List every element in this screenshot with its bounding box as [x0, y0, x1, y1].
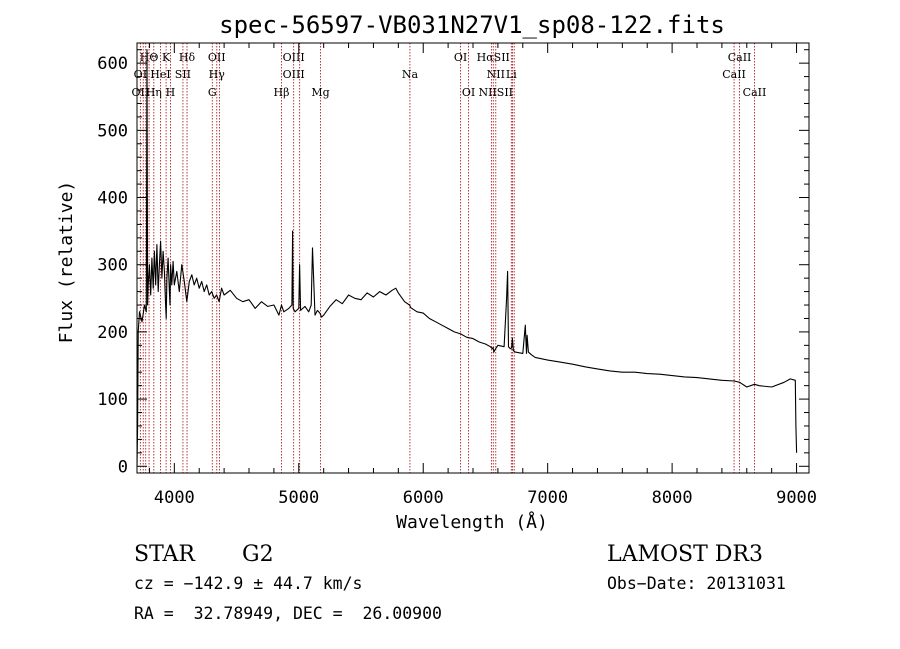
spectral-line-label: SII — [175, 68, 191, 81]
x-tick-label: 7000 — [527, 488, 568, 508]
spectral-line-label: Mg — [311, 86, 329, 99]
x-tick-label: 4000 — [154, 488, 195, 508]
x-tick-label: 5000 — [278, 488, 319, 508]
spectral-line-label: HαSII — [477, 51, 510, 64]
spectral-line-label: HΘ — [140, 51, 159, 64]
object-class: STAR — [134, 542, 196, 567]
spectral-line-label: Li — [506, 68, 517, 81]
y-axis-label: Flux (relative) — [56, 181, 77, 344]
y-tick-label: 200 — [97, 323, 128, 343]
spectral-line-label: Hη — [146, 86, 162, 99]
spectral-line-label: OII — [132, 86, 150, 99]
obs-date: Obs−Date: 20131031 — [607, 574, 786, 593]
x-axis: 4000 5000 6000 7000 8000 9000 — [148, 43, 817, 508]
spectral-line-label: NIISII — [478, 86, 513, 99]
y-tick-label: 100 — [97, 390, 128, 410]
coordinates: RA = 32.78949, DEC = 26.00900 — [134, 604, 442, 623]
spectral-line-label: H — [166, 86, 176, 99]
x-tick-label: 9000 — [776, 488, 817, 508]
spectral-line-label: OI — [462, 86, 475, 99]
spectral-line-label: HeI — [150, 68, 170, 81]
redshift-value: cz = −142.9 ± 44.7 km/s — [134, 574, 362, 593]
spectral-line-label: K — [162, 51, 171, 64]
x-tick-label: 8000 — [652, 488, 693, 508]
chart-title: spec-56597-VB031N27V1_sp08-122.fits — [219, 11, 725, 39]
survey-name: LAMOST DR3 — [607, 542, 763, 567]
x-tick-label: 6000 — [403, 488, 444, 508]
spectral-line-label: OII — [208, 51, 226, 64]
spectrum-series-line — [136, 49, 798, 467]
spectral-line-label: OI — [134, 68, 147, 81]
spectral-line-label: G — [208, 86, 217, 99]
y-axis: 0 100 200 300 400 500 600 — [97, 49, 809, 477]
object-subclass: G2 — [242, 542, 274, 567]
y-tick-label: 500 — [97, 121, 128, 141]
spectral-line-label: Hγ — [209, 68, 226, 81]
spectral-line-markers — [139, 43, 755, 473]
spectral-line-label: CaII — [722, 68, 746, 81]
spectral-line-label: Hδ — [179, 51, 196, 64]
spectral-line-label: CaII — [743, 86, 767, 99]
plot-frame — [136, 42, 810, 474]
x-axis-label: Wavelength (Å) — [396, 511, 548, 533]
y-tick-label: 0 — [118, 457, 128, 477]
y-tick-label: 300 — [97, 256, 128, 276]
spectral-line-label: NII — [487, 68, 505, 81]
y-tick-label: 400 — [97, 189, 128, 209]
spectral-line-label: CaII — [728, 51, 752, 64]
y-tick-label: 600 — [97, 54, 128, 74]
spectral-line-label: OI — [454, 51, 467, 64]
spectral-line-label: Hβ — [274, 86, 290, 99]
spectral-line-label: Na — [402, 68, 419, 81]
spectral-line-label: OIII — [283, 51, 305, 64]
spectral-line-label: OIII — [283, 68, 305, 81]
